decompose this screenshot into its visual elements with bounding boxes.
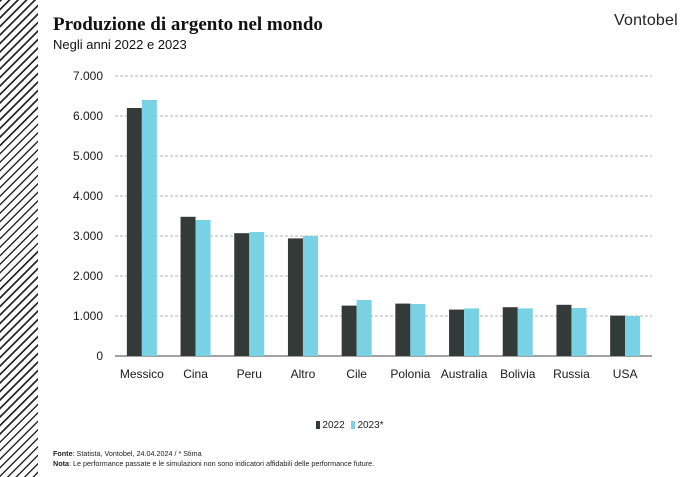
chart-subtitle: Negli anni 2022 e 2023 [53,37,187,52]
x-tick-label: Cina [183,367,208,381]
y-tick-label: 4.000 [73,189,103,203]
bar-2023 [302,236,318,356]
x-tick-label: Altro [291,367,316,381]
footer-source: Fonte: Statista, Vontobel, 24.04.2024 / … [53,449,374,459]
legend-swatch-2023 [351,421,356,429]
footer-note: Nota: Le performance passate e le simula… [53,459,374,469]
y-tick-label: 3.000 [73,229,103,243]
bar-2022 [395,303,411,356]
chart-title: Produzione di argento nel mondo [53,14,323,35]
bar-2023 [464,308,480,356]
bar-2023 [625,316,641,356]
footer-source-label: Fonte [53,449,73,458]
legend-label-2023: 2023* [357,420,384,431]
bar-2022 [449,309,465,356]
bar-2022 [287,238,303,356]
bar-2023 [195,220,211,356]
bar-2023 [249,232,265,356]
y-tick-label: 6.000 [73,109,103,123]
legend-swatch-2022 [316,421,321,429]
y-tick-label: 2.000 [73,269,103,283]
legend-item-2022: 2022 [316,420,345,431]
y-tick-label: 5.000 [73,149,103,163]
bar-2023 [517,308,533,356]
bar-2022 [180,216,196,356]
bar-2022 [556,304,572,356]
footer-note-text: : Le performance passate e le simulazion… [68,458,375,468]
legend: 2022 2023* [0,420,700,431]
bar-2022 [234,233,250,356]
y-tick-label: 1.000 [73,309,103,323]
decorative-stripe-border [0,0,38,477]
bar-2022 [341,305,357,356]
bar-2023 [410,304,426,356]
x-tick-label: Peru [237,367,262,381]
footer-source-text: : Statista, Vontobel, 24.04.2024 / * Sti… [72,449,202,458]
brand-logo: Vontobel [614,12,678,29]
x-tick-label: Polonia [390,367,430,381]
x-tick-label: Russia [553,367,590,381]
y-tick-label: 0 [96,349,103,363]
bar-2023 [356,300,372,356]
x-tick-label: Cile [346,367,367,381]
bar-2022 [610,315,626,356]
x-tick-label: USA [613,367,638,381]
y-tick-label: 7.000 [73,69,103,83]
x-tick-label: Messico [120,367,164,381]
x-tick-label: Bolivia [500,367,536,381]
x-tick-label: Australia [441,367,488,381]
bar-2023 [571,308,587,356]
legend-item-2023: 2023* [351,420,384,431]
legend-label-2022: 2022 [322,420,345,431]
bar-2022 [126,108,142,356]
bar-2023 [141,100,157,356]
footer: Fonte: Statista, Vontobel, 24.04.2024 / … [53,449,374,468]
footer-note-label: Nota [53,458,69,468]
bar-2022 [502,307,518,356]
